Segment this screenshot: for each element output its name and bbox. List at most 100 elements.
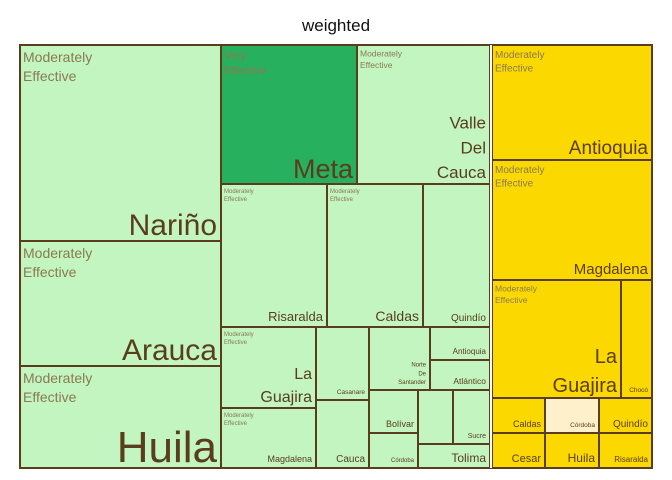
tile-region-label: Magdalena <box>267 454 312 464</box>
tile-la-guajira: Moderately Effective La Guajira <box>220 326 317 409</box>
tile-region-label: Sucre <box>468 433 486 440</box>
tile-rect <box>544 432 600 469</box>
tile-region-label: Guajira <box>553 375 618 397</box>
tile-category-label: Effective <box>495 64 534 75</box>
tile-region-label: Quindío <box>613 419 648 430</box>
tile-rect <box>429 359 491 391</box>
tile-filler <box>417 389 454 445</box>
tile-rect <box>598 397 653 434</box>
tile-region-label: Huila <box>568 451 596 465</box>
tile-region-label: Antioquia <box>569 138 649 159</box>
tile-choco: Chocó <box>620 279 653 399</box>
tile-magdalena: Moderately Effective Magdalena <box>220 407 317 469</box>
tile-category-label: Moderately <box>495 284 538 294</box>
tile-region-label: La <box>294 366 312 383</box>
tile-category-label: Effective <box>23 389 77 405</box>
tile-region-label: Chocó <box>629 387 648 394</box>
tile-category-label: Moderately <box>495 50 544 61</box>
tile-region-label: Arauca <box>122 334 217 367</box>
tile-category-label: Effective <box>495 179 534 190</box>
tile-rect <box>620 279 653 399</box>
group-divider <box>490 45 492 468</box>
tile-huila: Moderately Effective Huila <box>19 365 222 472</box>
tile-category-label: Moderately <box>224 413 254 419</box>
tile-caldas: Caldas <box>491 397 546 434</box>
tile-cauca: Cauca <box>315 399 370 469</box>
tile-region-label: Córdoba <box>570 422 595 429</box>
tile-region-label: Antioquia <box>453 347 487 356</box>
green-group: ModeratelyEffectiveNariñoModeratelyEffec… <box>19 44 491 472</box>
tile-rect <box>491 432 546 469</box>
tile-region-label: Cesar <box>512 453 542 465</box>
tile-category-label: Effective <box>23 68 77 84</box>
tile-rect <box>368 432 419 469</box>
tile-region-label: La <box>595 346 618 368</box>
tile-category-label: Effective <box>224 421 248 427</box>
tile-region-label: Risaralda <box>614 455 648 464</box>
tile-atlantico: Atlántico <box>429 359 491 391</box>
tile-region-label: Guajira <box>260 389 312 406</box>
tile-sucre: Sucre <box>452 389 491 445</box>
tile-rect <box>19 240 222 367</box>
tile-cesar: Cesar <box>491 432 546 469</box>
tile-region-label: Del <box>460 138 486 157</box>
tile-arauca: Moderately Effective Arauca <box>19 240 222 367</box>
tile-region-label: Cauca <box>336 454 365 465</box>
tile-region-label: De <box>418 371 426 377</box>
tile-rect <box>19 365 222 469</box>
tile-risaralda: Risaralda <box>598 432 653 469</box>
tile-magdalena: Moderately Effective Magdalena <box>491 159 653 281</box>
tile-rect <box>422 183 491 328</box>
tile-category-label: Moderately <box>224 332 254 338</box>
tile-region-label: Quindío <box>451 313 486 324</box>
tile-tolima: Tolima <box>417 443 491 469</box>
tile-region-label: Bolívar <box>386 419 414 429</box>
tile-cordoba: Córdoba <box>368 432 419 469</box>
tile-region-label: Caldas <box>513 419 542 429</box>
tile-region-label: Risaralda <box>268 309 324 324</box>
tile-antioquia: Moderately Effective Antioquia <box>491 44 653 161</box>
tile-category-label: Effective <box>330 197 354 203</box>
tile-norte-de-santander: Norte De Santander <box>368 326 431 391</box>
tile-category-label: Moderately <box>330 189 360 195</box>
tile-region-label: Caldas <box>375 308 419 324</box>
tile-meta: Very Effective Meta <box>220 44 358 185</box>
tile-quindio: Quindío <box>598 397 653 434</box>
tile-category-label: Effective <box>224 65 266 77</box>
tile-narino: Moderately Effective Nariño <box>19 44 222 242</box>
tile-region-label: Cauca <box>437 163 487 182</box>
tile-rect <box>491 44 653 161</box>
tile-antioquia: Antioquia <box>429 326 491 361</box>
tile-category-label: Moderately <box>360 49 403 59</box>
tile-category-label: Effective <box>224 340 248 346</box>
tile-rect <box>220 326 317 409</box>
tile-rect <box>452 389 491 445</box>
tile-region-label: Huila <box>117 423 218 472</box>
tile-caldas: Moderately Effective Caldas <box>326 183 424 328</box>
tile-huila: Huila <box>544 432 600 469</box>
yellow-group: ModeratelyEffectiveAntioquiaModeratelyEf… <box>491 44 653 469</box>
chart-title: weighted <box>301 16 371 35</box>
tile-category-label: Moderately <box>23 370 92 386</box>
tile-rect <box>326 183 424 328</box>
tile-quindio: Quindío <box>422 183 491 328</box>
tile-category-label: Effective <box>23 264 77 280</box>
tile-rect <box>598 432 653 469</box>
tile-region-label: Córdoba <box>391 458 415 464</box>
tile-casanare: Casanare <box>315 326 370 401</box>
tile-rect <box>220 183 328 328</box>
tile-region-label: Meta <box>293 154 354 184</box>
tile-category-label: Effective <box>360 60 393 70</box>
tile-category-label: Moderately <box>23 245 92 261</box>
tile-category-label: Effective <box>495 295 528 305</box>
tile-category-label: Very <box>224 50 247 62</box>
tile-region-label: Casanare <box>337 389 366 396</box>
tile-category-label: Moderately <box>495 165 544 176</box>
tile-category-label: Moderately <box>224 189 254 195</box>
tile-region-label: Norte <box>411 363 426 369</box>
tile-region-label: Magdalena <box>574 261 649 278</box>
tile-category-label: Effective <box>224 197 248 203</box>
